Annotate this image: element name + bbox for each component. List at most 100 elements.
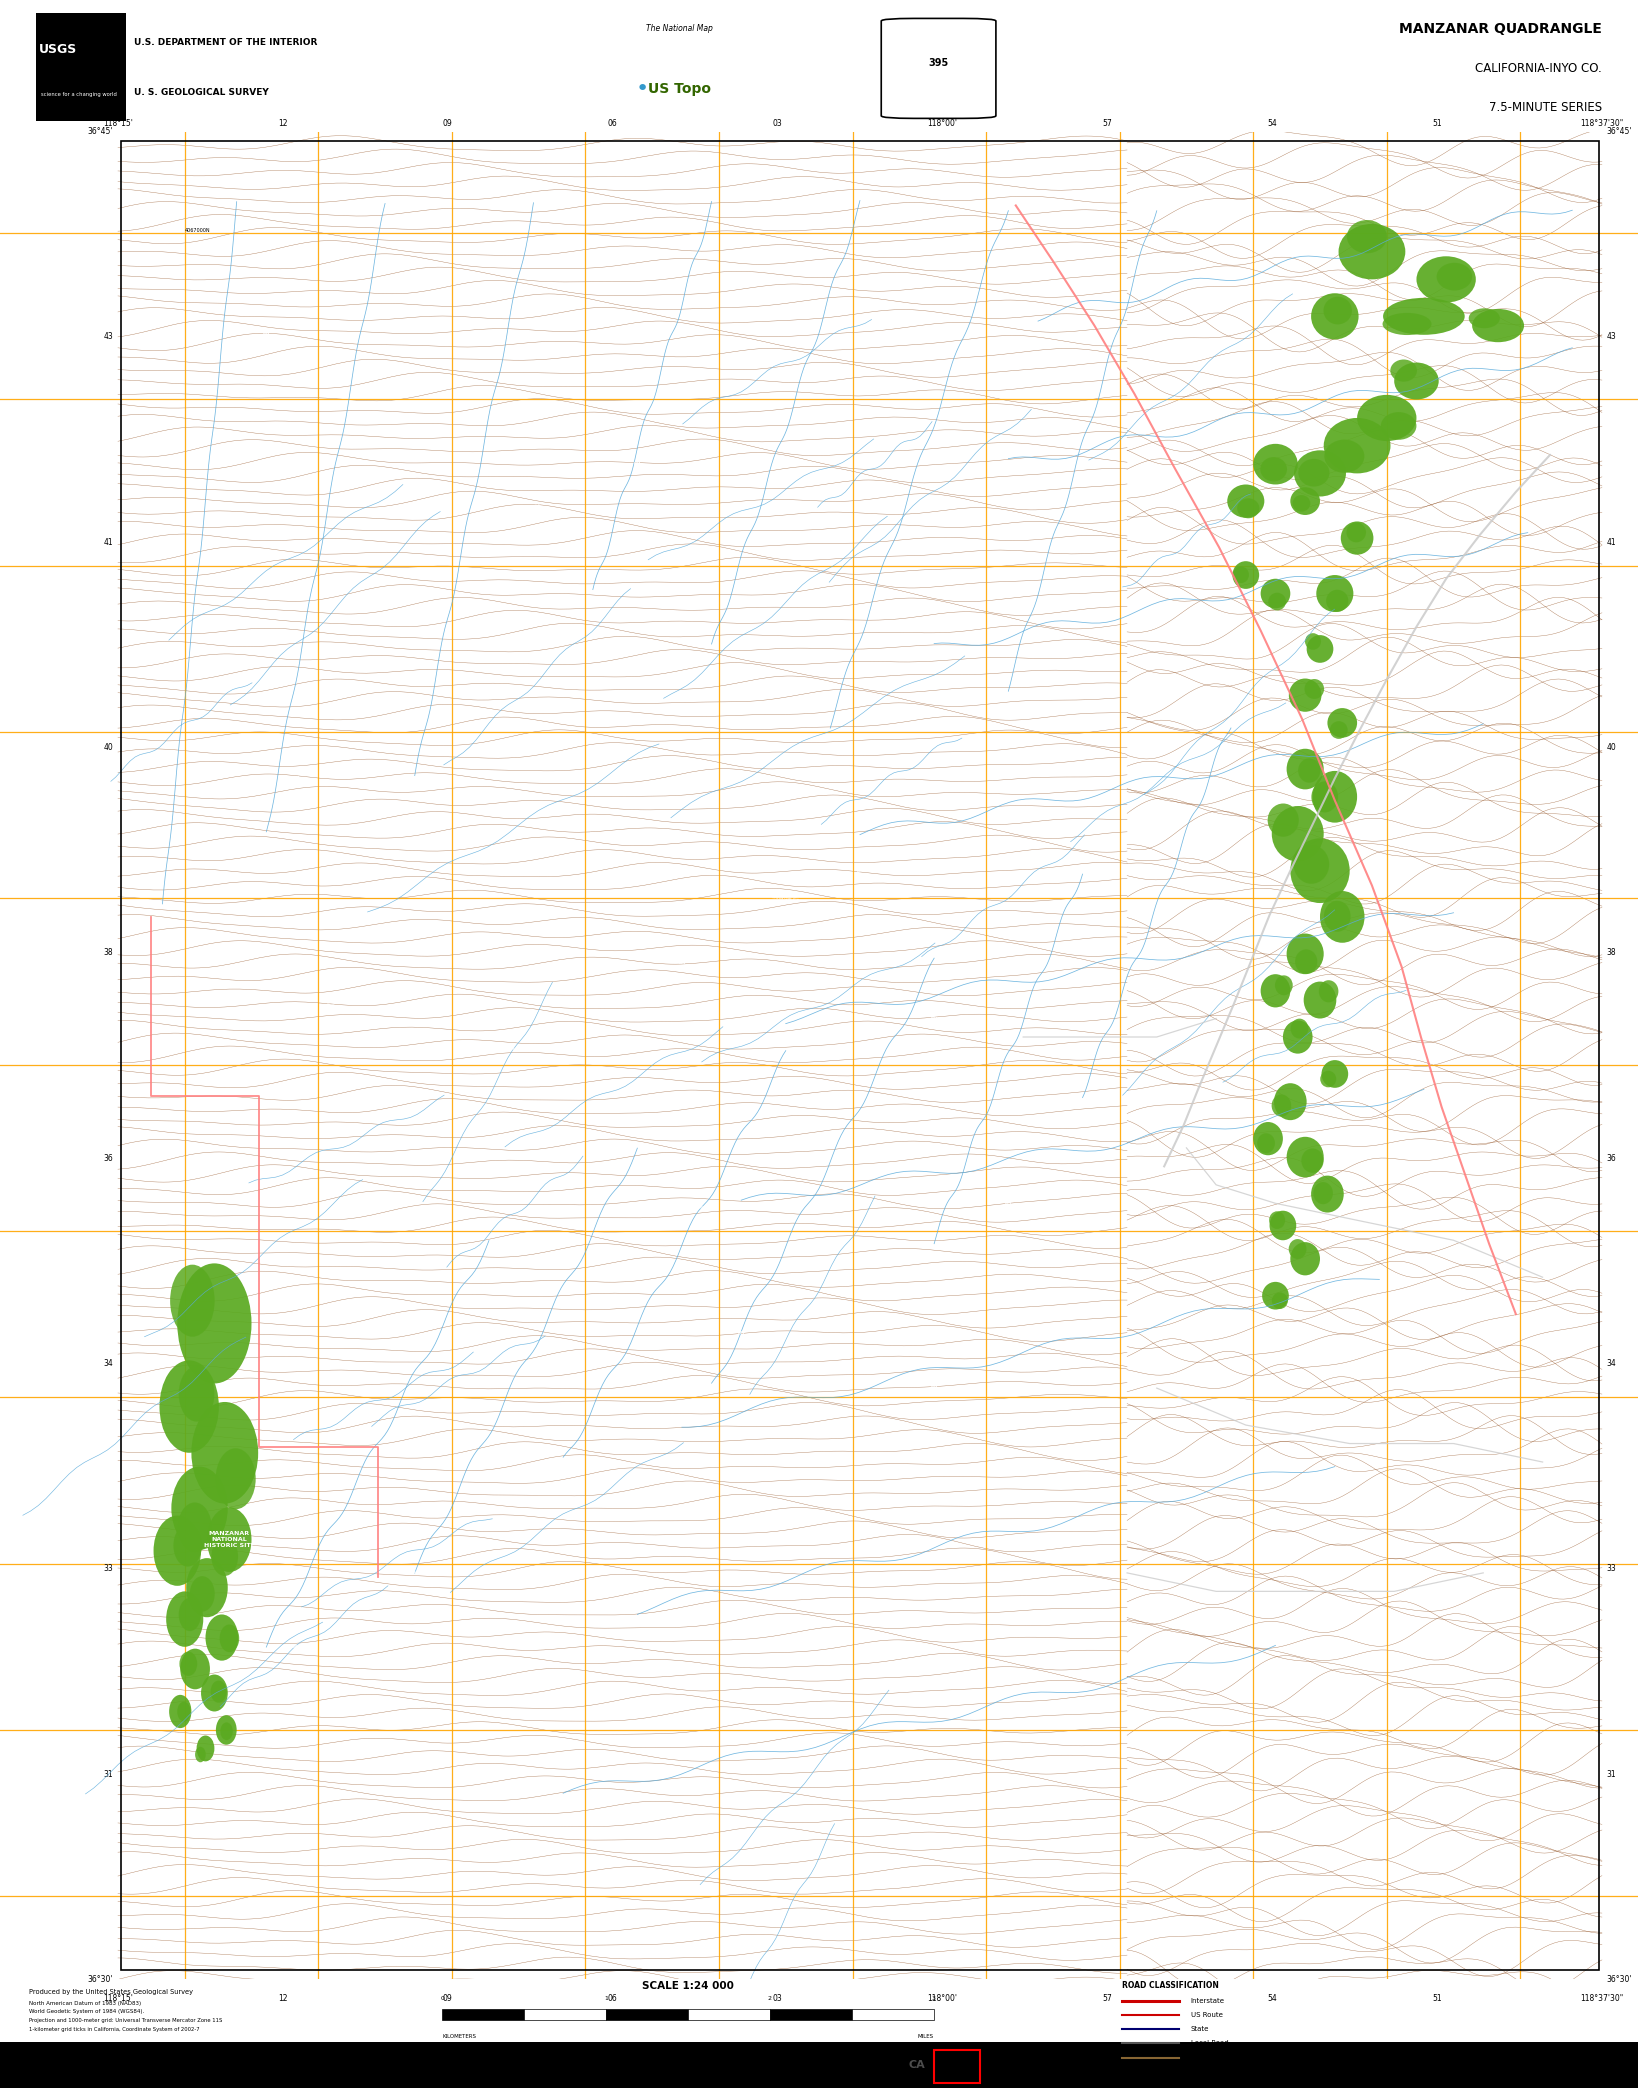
Ellipse shape [1274, 975, 1292, 996]
Text: 31: 31 [103, 1771, 113, 1779]
Text: 43: 43 [1607, 332, 1617, 340]
Text: 41: 41 [103, 539, 113, 547]
Text: BM: BM [293, 1645, 300, 1650]
Ellipse shape [1291, 487, 1320, 516]
Bar [934, 2050, 980, 2082]
Ellipse shape [1294, 846, 1328, 883]
Ellipse shape [1286, 1136, 1324, 1178]
Text: 395: 395 [929, 58, 948, 69]
Ellipse shape [1304, 679, 1324, 699]
Ellipse shape [1260, 457, 1287, 482]
Text: 36: 36 [103, 1155, 113, 1163]
Ellipse shape [1237, 499, 1260, 518]
Ellipse shape [1391, 359, 1417, 382]
Text: BM: BM [411, 1570, 418, 1574]
Text: 118°37'30": 118°37'30" [1581, 1994, 1623, 2002]
Ellipse shape [1342, 522, 1373, 555]
Text: 38: 38 [1607, 948, 1617, 956]
Text: BM: BM [1004, 906, 1012, 910]
Text: BM: BM [1004, 1570, 1012, 1574]
Ellipse shape [1232, 562, 1260, 589]
Text: George Cr: George Cr [771, 894, 799, 902]
Text: MANZANAR QUADRANGLE: MANZANAR QUADRANGLE [1399, 23, 1602, 35]
Ellipse shape [1253, 1121, 1283, 1155]
Bar [524, 2009, 606, 2019]
Text: 40: 40 [1607, 743, 1617, 752]
Text: 54: 54 [1268, 119, 1278, 127]
Ellipse shape [1233, 566, 1250, 583]
Ellipse shape [1294, 451, 1346, 497]
Text: BM: BM [529, 647, 537, 651]
Text: 12: 12 [278, 1994, 288, 2002]
Text: BM: BM [678, 960, 685, 965]
Text: Interstate: Interstate [1191, 1998, 1225, 2004]
Ellipse shape [1299, 459, 1330, 487]
Text: MANZANAR
NATIONAL
HISTORIC SITE: MANZANAR NATIONAL HISTORIC SITE [203, 1531, 254, 1549]
Text: 57: 57 [1102, 1994, 1112, 2002]
Ellipse shape [1473, 309, 1523, 342]
Ellipse shape [1269, 1211, 1296, 1240]
Text: 54: 54 [1268, 1994, 1278, 2002]
Ellipse shape [192, 1401, 259, 1503]
Ellipse shape [187, 1558, 228, 1618]
Bar [606, 2009, 688, 2019]
Ellipse shape [1310, 292, 1358, 340]
Text: 118°00': 118°00' [927, 119, 957, 127]
Text: 06: 06 [608, 119, 618, 127]
Text: BM: BM [930, 1017, 939, 1021]
Ellipse shape [1312, 770, 1358, 823]
Text: 1: 1 [604, 1996, 608, 2000]
Text: Produced by the United States Geological Survey: Produced by the United States Geological… [29, 1990, 193, 1996]
Ellipse shape [172, 1466, 228, 1549]
Text: BM: BM [293, 777, 300, 781]
Text: 43: 43 [103, 332, 113, 340]
Ellipse shape [1358, 395, 1417, 441]
Text: USGS: USGS [39, 44, 77, 56]
Text: Local Road: Local Road [1191, 2040, 1228, 2046]
Ellipse shape [1469, 309, 1500, 328]
Ellipse shape [1299, 758, 1320, 783]
Text: BM: BM [1183, 407, 1191, 411]
Ellipse shape [205, 1614, 238, 1660]
Ellipse shape [1310, 1176, 1343, 1213]
Ellipse shape [1324, 900, 1351, 931]
Ellipse shape [1305, 633, 1320, 649]
Text: 34: 34 [103, 1359, 113, 1368]
Text: BM: BM [1004, 1829, 1012, 1833]
Bar [0, 132, 118, 1979]
Ellipse shape [154, 1516, 201, 1585]
Ellipse shape [221, 1723, 233, 1739]
Ellipse shape [190, 1576, 215, 1612]
Text: US Topo: US Topo [649, 81, 711, 96]
Text: BM: BM [590, 1460, 596, 1464]
Text: BM: BM [590, 831, 596, 835]
Ellipse shape [169, 1695, 192, 1729]
Ellipse shape [180, 1650, 210, 1689]
Text: BM: BM [382, 1054, 388, 1057]
Ellipse shape [1314, 1182, 1333, 1205]
Text: 2: 2 [768, 1996, 771, 2000]
Text: BM: BM [1004, 1201, 1012, 1205]
Text: 33: 33 [103, 1564, 113, 1572]
Ellipse shape [1283, 1021, 1312, 1054]
Ellipse shape [1291, 1019, 1309, 1038]
Ellipse shape [1274, 1084, 1307, 1119]
Text: 36: 36 [1607, 1155, 1617, 1163]
Ellipse shape [1261, 578, 1291, 608]
Ellipse shape [1322, 1061, 1348, 1088]
Ellipse shape [1292, 495, 1310, 512]
Text: 03: 03 [773, 1994, 783, 2002]
Text: BM: BM [781, 1165, 790, 1169]
Text: Shepherd Cr: Shepherd Cr [534, 503, 567, 518]
Ellipse shape [165, 1591, 203, 1647]
Ellipse shape [1307, 635, 1333, 662]
Ellipse shape [211, 1537, 238, 1576]
Ellipse shape [1271, 806, 1324, 862]
Ellipse shape [1312, 781, 1338, 812]
Bar [1602, 132, 1638, 1979]
Text: 57: 57 [1102, 119, 1112, 127]
Ellipse shape [1289, 679, 1322, 712]
Text: North American Datum of 1983 (NAD83): North American Datum of 1983 (NAD83) [29, 2000, 141, 2007]
Text: 40: 40 [103, 743, 113, 752]
Text: Projection and 1000-meter grid: Universal Transverse Mercator Zone 11S: Projection and 1000-meter grid: Universa… [29, 2019, 223, 2023]
